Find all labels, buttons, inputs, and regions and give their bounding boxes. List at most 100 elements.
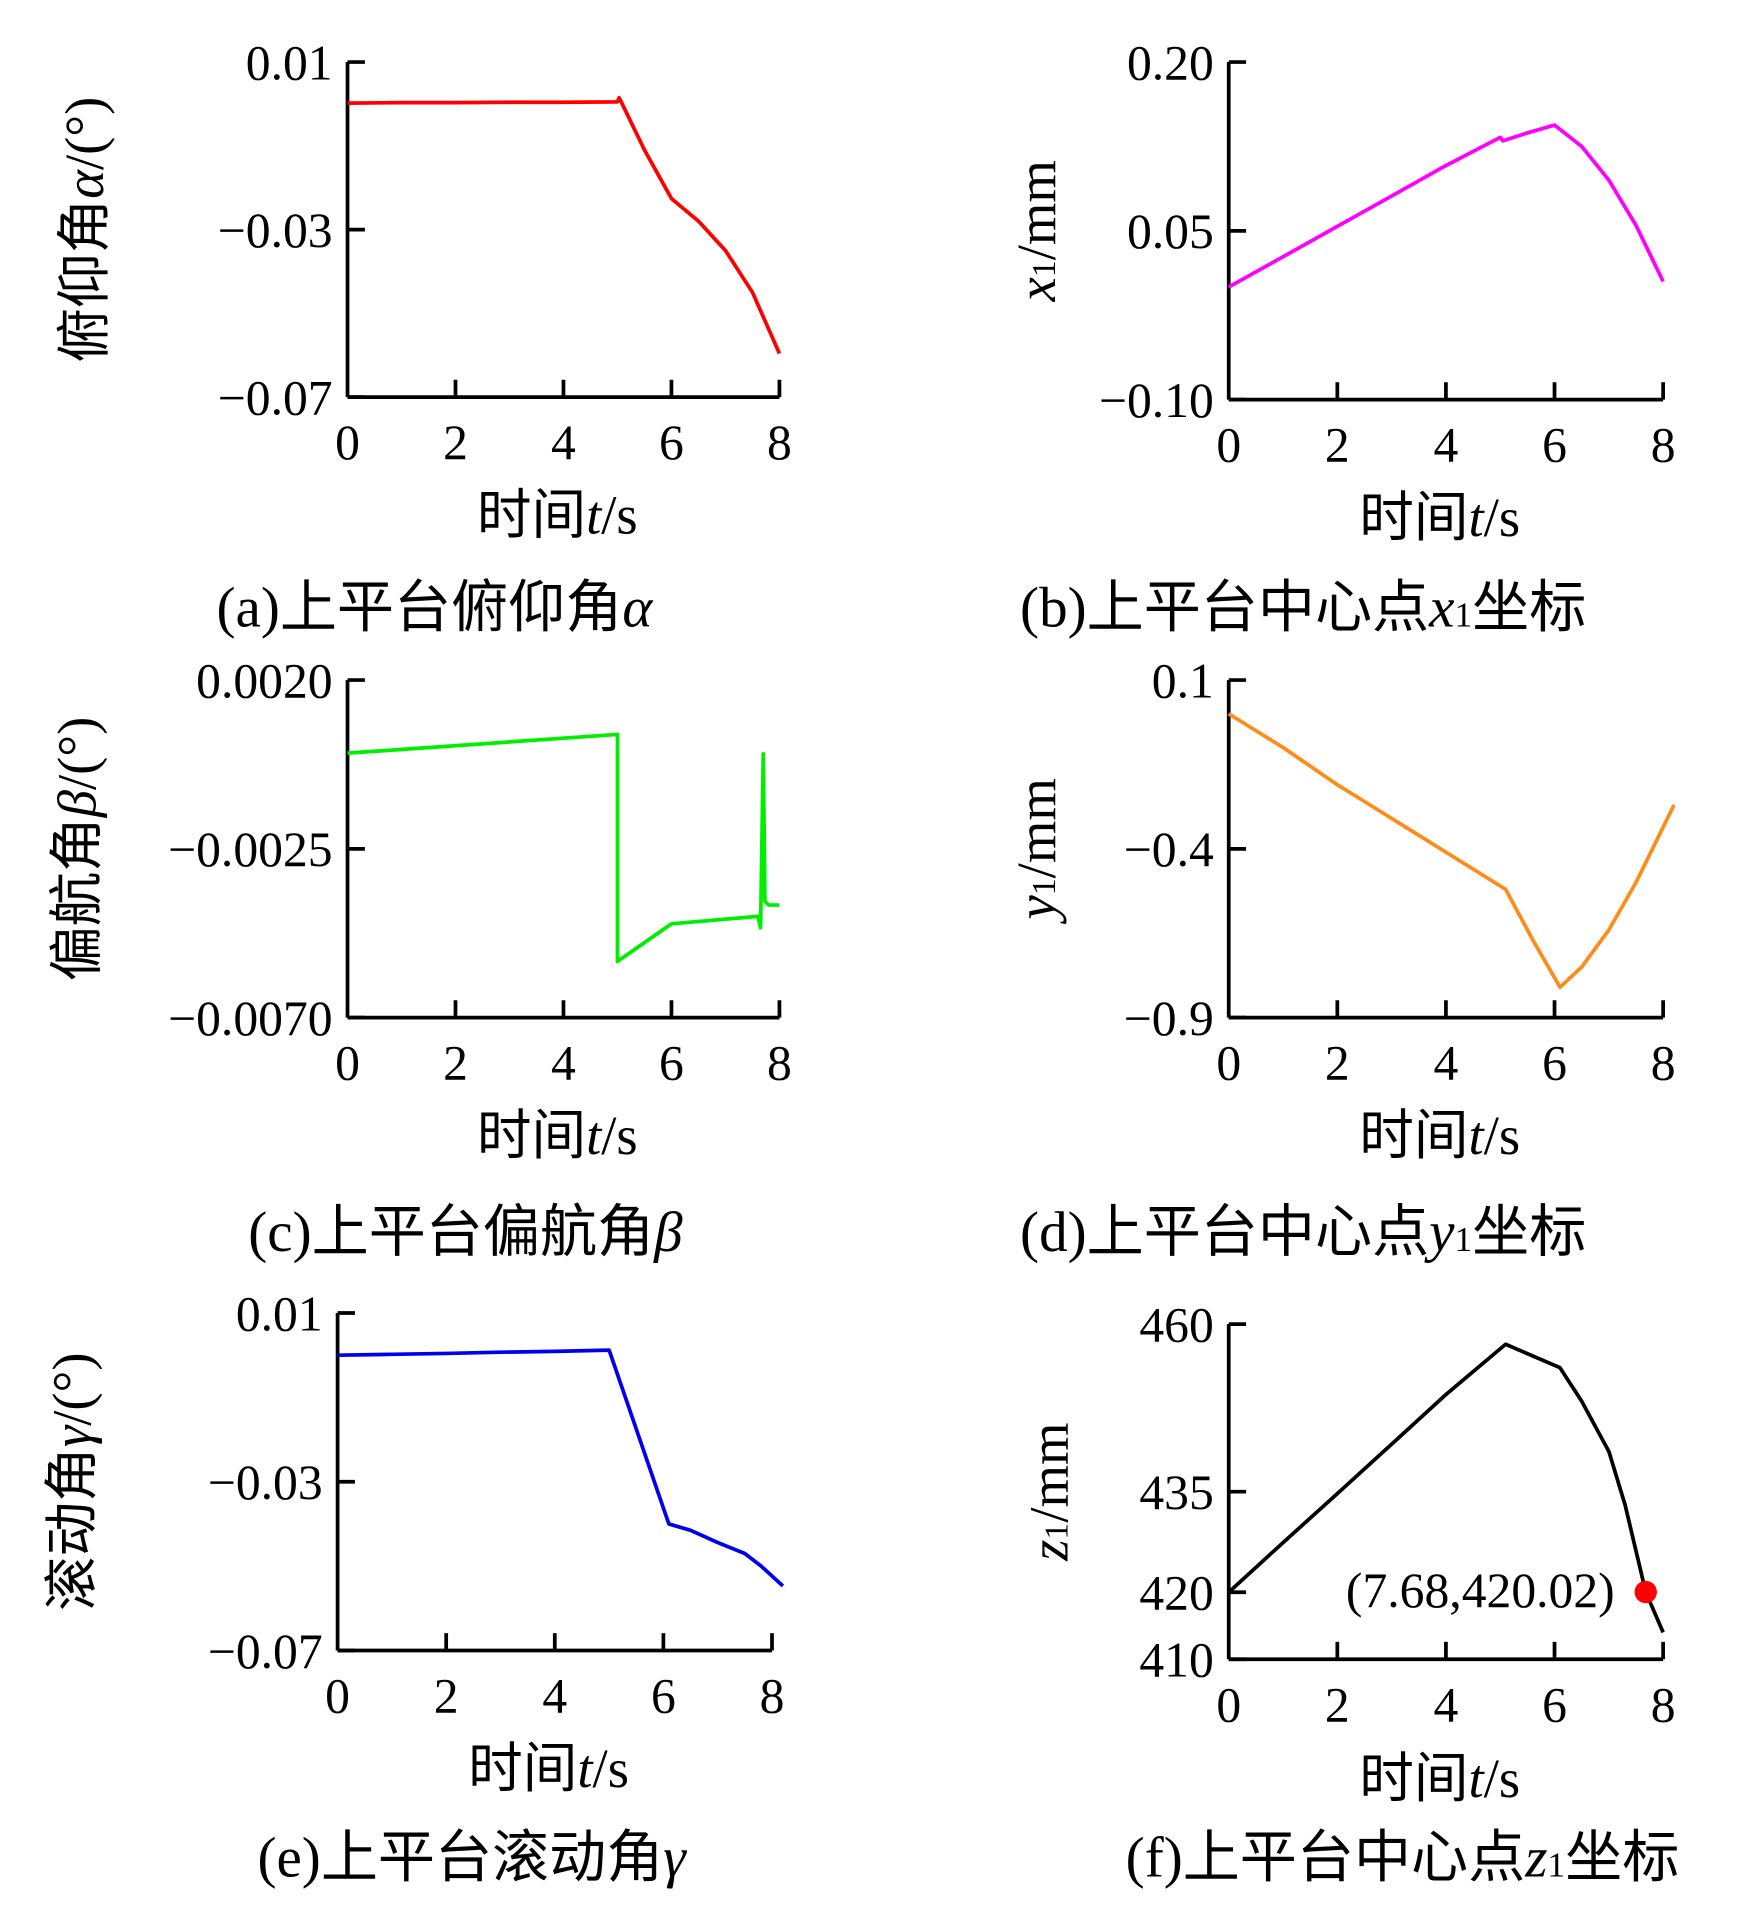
label-part-text: 时间	[1359, 1105, 1468, 1166]
label-part-var: y	[1006, 894, 1067, 924]
x-tick-label: 8	[767, 415, 792, 470]
x-axis-label: 时间t/s	[1359, 487, 1520, 548]
label-part-text: 时间	[468, 1738, 577, 1799]
y-tick-label: 460	[1139, 1298, 1213, 1353]
series-line	[1227, 1342, 1665, 1634]
label-part-label: (b)	[1020, 577, 1087, 640]
x-tick-label: 2	[434, 1669, 459, 1724]
x-tick-label: 6	[651, 1669, 676, 1724]
y-tick-label: 0.05	[1127, 204, 1214, 259]
label-part-var: t	[1469, 487, 1486, 548]
x-tick-label: 0	[325, 1669, 350, 1724]
label-part-text: 时间	[477, 1105, 586, 1166]
label-part-text: 上平台中心点	[1183, 1826, 1525, 1889]
label-part-sub: 1	[1026, 878, 1063, 895]
label-part-tail: /(°)	[47, 717, 108, 790]
y-tick-label: −0.0025	[168, 822, 332, 877]
x-tick-label: 4	[551, 1036, 576, 1091]
y-tick-label: 0.20	[1127, 35, 1214, 90]
x-axis-label: 时间t/s	[1359, 1105, 1520, 1166]
panel-caption: (c)上平台偏航角β	[248, 1201, 683, 1264]
label-part-var: α	[622, 577, 653, 640]
y-tick-label: −0.9	[1124, 991, 1214, 1046]
y-tick-label: 0.0020	[196, 653, 332, 708]
label-part-tail: /s	[1484, 1105, 1520, 1166]
panel-caption: (b)上平台中心点x1坐标	[1020, 577, 1586, 640]
label-part-tail: 坐标	[1565, 1826, 1679, 1889]
label-part-var: y	[1424, 1201, 1455, 1264]
label-part-tail: /s	[593, 1738, 629, 1799]
x-tick-label: 0	[335, 415, 360, 470]
label-part-tail: /s	[601, 1105, 637, 1166]
y-tick-label: −0.0070	[168, 991, 332, 1046]
label-part-var: z	[1018, 1540, 1079, 1562]
label-part-sub: 1	[1454, 595, 1472, 635]
y-axis-label: y1/mm	[1006, 778, 1067, 924]
y-axis-label: x1/mm	[1006, 160, 1067, 302]
label-part-var: t	[1469, 1105, 1486, 1166]
label-part-text: 上平台滚动角	[321, 1826, 663, 1889]
label-part-tail: /(°)	[42, 1352, 103, 1425]
label-part-sub: 1	[1454, 1219, 1472, 1259]
label-part-text: 时间	[477, 485, 586, 546]
label-part-text: 上平台俯仰角	[280, 577, 622, 640]
panel-caption: (f)上平台中心点z1坐标	[1126, 1826, 1680, 1889]
label-part-text: 上平台中心点	[1087, 1201, 1429, 1264]
panel-caption: (d)上平台中心点y1坐标	[1020, 1201, 1586, 1264]
label-part-sub: 1	[1038, 1523, 1075, 1540]
x-tick-label: 2	[1325, 1677, 1350, 1732]
x-tick-label: 4	[1434, 418, 1459, 473]
x-tick-label: 6	[1542, 1036, 1567, 1091]
label-part-var: γ	[42, 1424, 103, 1447]
x-tick-label: 6	[659, 415, 684, 470]
x-tick-label: 6	[1542, 418, 1567, 473]
label-part-var: t	[1469, 1748, 1486, 1809]
x-tick-label: 4	[551, 415, 576, 470]
label-part-tail: /(°)	[54, 97, 115, 170]
x-tick-label: 8	[1651, 418, 1676, 473]
annotation-marker	[1634, 1580, 1657, 1604]
label-part-tail: /mm	[1006, 160, 1067, 260]
y-tick-label: −0.07	[208, 1624, 323, 1679]
x-tick-label: 2	[443, 415, 468, 470]
label-part-label: (a)	[216, 577, 279, 640]
x-tick-label: 4	[1434, 1677, 1459, 1732]
label-part-var: β	[653, 1201, 683, 1264]
label-part-tail: /mm	[1006, 778, 1067, 878]
x-tick-label: 8	[760, 1669, 785, 1724]
x-axis-label: 时间t/s	[477, 485, 638, 546]
x-axis-label: 时间t/s	[477, 1105, 638, 1166]
y-axis-label: z1/mm	[1018, 1423, 1079, 1562]
series-line	[337, 1348, 785, 1588]
label-part-text: 时间	[1359, 487, 1468, 548]
y-axis-label: 滚动角γ/(°)	[42, 1352, 103, 1611]
panel-e: 0.01−0.03−0.070 2 4 6 8滚动角γ/(°)时间t/s(e)上平台滚动…	[42, 1286, 785, 1889]
label-part-label: (f)	[1126, 1826, 1183, 1889]
label-part-label: (d)	[1020, 1201, 1087, 1264]
label-part-var: t	[586, 1105, 603, 1166]
label-part-tail: /mm	[1018, 1423, 1079, 1523]
label-part-tail: 坐标	[1472, 1201, 1586, 1264]
label-part-text: 上平台偏航角	[312, 1201, 654, 1264]
series-line	[347, 95, 782, 355]
label-part-label: (c)	[248, 1201, 311, 1264]
y-tick-label: −0.03	[218, 203, 333, 258]
y-tick-label: 435	[1139, 1465, 1213, 1520]
x-tick-label: 0	[1216, 1677, 1241, 1732]
x-tick-label: 2	[1325, 418, 1350, 473]
y-tick-label: 0.1	[1152, 653, 1214, 708]
label-part-tail: 坐标	[1472, 577, 1586, 640]
label-part-text: 时间	[1359, 1748, 1468, 1809]
x-tick-label: 8	[1651, 1036, 1676, 1091]
label-part-tail: /s	[601, 485, 637, 546]
x-tick-label: 0	[335, 1036, 360, 1091]
y-axis-label: 俯仰角α/(°)	[54, 97, 115, 363]
x-tick-label: 2	[443, 1036, 468, 1091]
label-part-var: x	[1006, 277, 1067, 302]
label-part-text: 上平台中心点	[1087, 577, 1429, 640]
label-part-sub: 1	[1547, 1844, 1565, 1884]
label-part-var: α	[54, 169, 115, 199]
